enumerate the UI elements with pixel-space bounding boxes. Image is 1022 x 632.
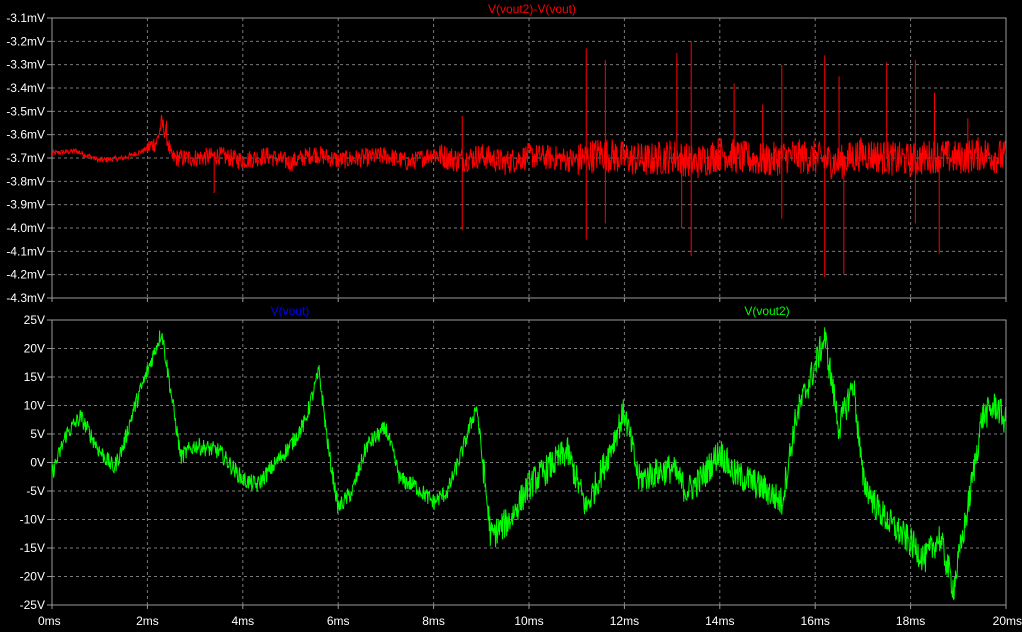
y-tick-label: -3.1mV	[6, 11, 45, 25]
x-tick-label: 20ms	[993, 614, 1022, 628]
y-tick-label: -5V	[26, 484, 45, 498]
y-tick-label: 5V	[30, 427, 45, 441]
y-tick-label: -4.3mV	[6, 291, 45, 305]
x-tick-label: 8ms	[422, 614, 445, 628]
y-tick-label: -3.8mV	[6, 174, 45, 188]
y-tick-label: 20V	[24, 342, 45, 356]
y-tick-label: -3.3mV	[6, 58, 45, 72]
y-tick-label: -3.2mV	[6, 34, 45, 48]
y-tick-label: -20V	[20, 570, 45, 584]
x-tick-label: 14ms	[705, 614, 734, 628]
legend-vout[interactable]: V(vout)	[271, 304, 310, 318]
y-tick-label: -3.5mV	[6, 104, 45, 118]
trace-title[interactable]: V(vout2)-V(vout)	[488, 2, 576, 16]
y-tick-label: 25V	[24, 313, 45, 327]
x-tick-label: 10ms	[514, 614, 543, 628]
y-tick-label: 10V	[24, 399, 45, 413]
y-tick-label: -25V	[20, 598, 45, 612]
pane-top[interactable]: -3.1mV -3.2mV -3.3mV -3.4mV -3.5mV -3.6mV -3.7…	[6, 2, 1007, 305]
y-tick-label: -4.0mV	[6, 221, 45, 235]
x-tick-label: 16ms	[801, 614, 830, 628]
y-tick-label: -3.6mV	[6, 128, 45, 142]
pane-bottom[interactable]: 25V 20V 15V 10V 5V 0V -5V -10V -15V -20V -25V 0ms 2m…	[20, 304, 1022, 628]
trace-vout2	[52, 327, 1006, 601]
y-tick-label: -3.9mV	[6, 198, 45, 212]
y-tick-label: 0V	[30, 456, 45, 470]
trace-diff	[52, 114, 1006, 180]
x-tick-label: 0ms	[38, 614, 61, 628]
y-tick-label: -4.1mV	[6, 244, 45, 258]
y-tick-label: -4.2mV	[6, 268, 45, 282]
x-tick-label: 2ms	[136, 614, 159, 628]
y-tick-label: -3.4mV	[6, 81, 45, 95]
x-tick-label: 4ms	[231, 614, 254, 628]
legend-vout2[interactable]: V(vout2)	[744, 304, 789, 318]
y-tick-label: -3.7mV	[6, 151, 45, 165]
x-tick-label: 18ms	[896, 614, 925, 628]
x-tick-label: 6ms	[327, 614, 350, 628]
y-tick-label: 15V	[24, 370, 45, 384]
y-tick-label: -15V	[20, 541, 45, 555]
x-tick-label: 12ms	[610, 614, 639, 628]
y-tick-label: -10V	[20, 513, 45, 527]
